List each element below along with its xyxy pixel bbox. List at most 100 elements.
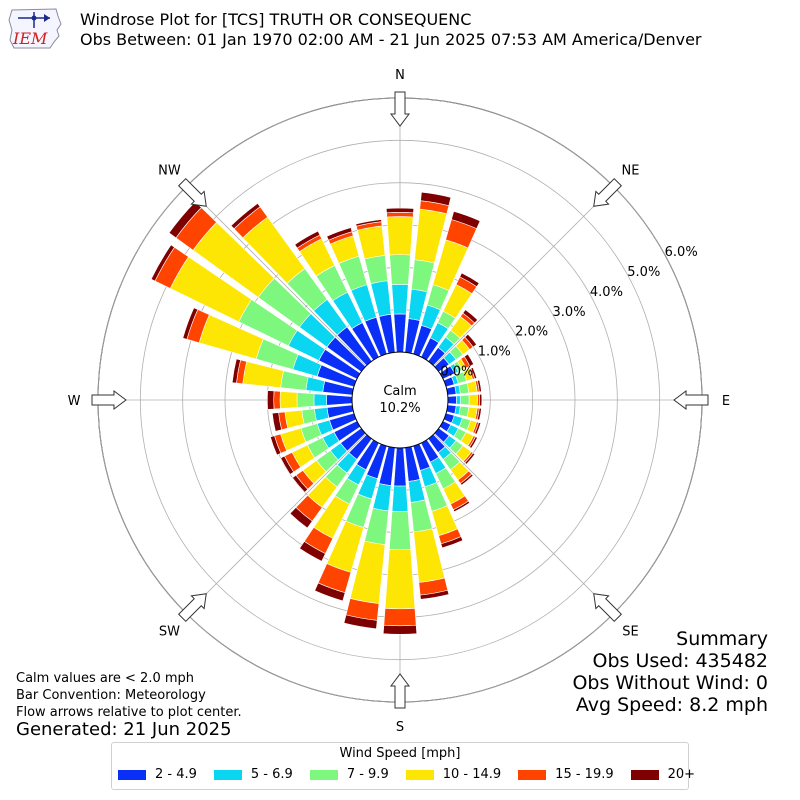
svg-text:IEM: IEM <box>12 29 48 48</box>
compass-label: NW <box>158 163 181 178</box>
compass-label: E <box>722 394 730 409</box>
compass-label: NE <box>622 163 640 178</box>
windrose-bar <box>464 452 476 465</box>
calm-center: Calm 10.2% <box>351 351 449 449</box>
windrose-bar <box>270 435 282 456</box>
chart-subtitle: Obs Between: 01 Jan 1970 02:00 AM - 21 J… <box>80 30 702 49</box>
summary-title: Summary <box>676 628 768 650</box>
windrose-bar <box>271 412 282 432</box>
legend-label: 5 - 6.9 <box>250 767 293 782</box>
flow-arrow-icon <box>673 390 709 410</box>
legend-swatch <box>405 769 434 780</box>
windrose-bar <box>447 395 457 405</box>
iem-logo: IEM <box>8 8 62 49</box>
windrose-chart: Calm 10.2% 0.0% 1.0% 2.0% 3.0% 4.0% 5.0% 6.0% N N… <box>68 68 731 735</box>
summary-obs-without-wind: Obs Without Wind: 0 <box>572 672 768 694</box>
flow-arrow-icon <box>177 593 207 623</box>
windrose-bar <box>386 211 414 218</box>
windrose-bar <box>388 510 412 550</box>
windrose-bar <box>479 393 483 407</box>
flow-arrow-icon <box>390 91 410 127</box>
legend-swatch <box>118 769 146 780</box>
legend-item: 7 - 9.9 <box>309 767 389 782</box>
windrose-bar <box>382 624 418 635</box>
windrose-bar <box>384 548 416 610</box>
windrose-bar <box>451 210 481 230</box>
flow-arrow-icon <box>91 390 127 410</box>
windrose-bar <box>372 483 392 512</box>
compass-label: SE <box>622 625 638 640</box>
windrose-bar <box>391 485 409 512</box>
windrose-bar <box>182 307 199 340</box>
windrose-bar <box>462 309 479 324</box>
axis-labels: 0.0% 1.0% 2.0% 3.0% 4.0% 5.0% 6.0% N NE E SE S SW W NW <box>68 68 731 735</box>
compass-label: S <box>396 720 404 735</box>
windrose-bar <box>314 407 330 422</box>
grid-spoke <box>433 433 614 614</box>
windrose-bar <box>420 191 452 207</box>
windrose-bar <box>280 370 309 391</box>
radial-tick-label: 0.0% <box>440 364 473 379</box>
windrose-bar <box>411 259 435 293</box>
legend-label: 7 - 9.9 <box>346 767 389 782</box>
windrose-bar <box>464 333 478 348</box>
legend-label: 15 - 19.9 <box>555 767 614 782</box>
windrose-bar <box>476 407 482 421</box>
windrose-bar <box>385 207 415 214</box>
summary-obs-used: Obs Used: 435482 <box>592 650 768 672</box>
windrose-bar <box>410 499 433 533</box>
grid-spoke <box>186 186 367 367</box>
flow-arrow-icon <box>177 177 207 207</box>
legend-item: 2 - 4.9 <box>118 767 197 782</box>
windrose-bar <box>296 392 315 408</box>
windrose-bar <box>469 436 478 449</box>
generated-date: Generated: 21 Jun 2025 <box>16 719 232 740</box>
windrose-bar <box>408 479 426 503</box>
windrose-bar <box>452 500 471 513</box>
legend-label: 20+ <box>667 767 696 782</box>
flow-arrow-icon <box>593 177 623 207</box>
flow-arrow-icon <box>593 593 623 623</box>
flow-arrow-icon <box>390 673 410 709</box>
radial-tick-label: 5.0% <box>627 265 660 280</box>
windrose-bar <box>476 379 482 393</box>
windrose-bar <box>440 536 464 549</box>
calm-circle <box>351 351 449 449</box>
windrose-bar <box>313 393 328 407</box>
legend-swatch <box>630 769 659 780</box>
legend-item: 15 - 19.9 <box>518 767 614 782</box>
windrose-bar <box>289 507 313 529</box>
legend-swatch <box>213 769 242 780</box>
note-flow-arrows: Flow arrows relative to plot center. <box>16 705 242 720</box>
windrose-bar <box>393 313 407 353</box>
legend-label: 2 - 4.9 <box>155 767 197 782</box>
radial-tick-label: 3.0% <box>553 305 586 320</box>
windrose-bar <box>468 394 478 406</box>
windrose-bar <box>357 225 386 260</box>
windrose-bar <box>305 376 326 393</box>
radial-tick-label: 2.0% <box>515 325 548 340</box>
calm-label: Calm <box>383 384 416 399</box>
radial-tick-label: 1.0% <box>478 345 511 360</box>
windrose-bar <box>299 540 326 562</box>
windrose-bar <box>389 254 411 285</box>
calm-value: 10.2% <box>379 401 420 416</box>
grid-spoke <box>433 186 614 367</box>
windrose-bar <box>326 394 353 406</box>
legend: Wind Speed [mph] 2 - 4.9 5 - 6.9 7 - 9.9 10… <box>111 742 695 790</box>
windrose-bar <box>292 474 309 493</box>
windrose-bar <box>231 358 241 384</box>
legend-item: 10 - 14.9 <box>405 767 501 782</box>
windrose-bar <box>230 202 261 230</box>
radial-tick-label: 6.0% <box>665 245 698 260</box>
windrose-bar <box>279 391 298 409</box>
windrose-bar <box>470 367 478 380</box>
windrose-bar <box>343 614 378 630</box>
windrose-bar <box>419 589 450 600</box>
windrose-bar <box>294 230 321 249</box>
legend-title: Wind Speed [mph] <box>339 746 461 761</box>
windrose-bar <box>326 227 353 241</box>
windrose-bar <box>456 395 462 405</box>
compass-label: N <box>395 68 405 83</box>
legend-item: 5 - 6.9 <box>213 767 293 782</box>
